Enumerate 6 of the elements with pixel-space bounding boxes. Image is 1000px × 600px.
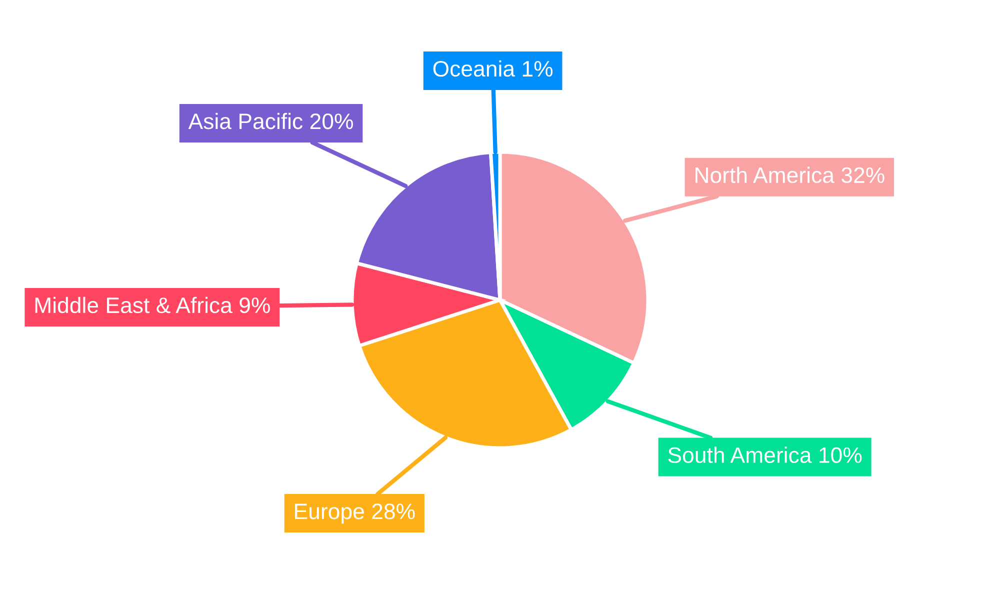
slice-label: South America 10% xyxy=(668,446,862,463)
slice-label: North America 32% xyxy=(696,166,884,184)
slice-label: Asia Pacific 20% xyxy=(188,112,353,130)
slice-label: Middle East & Africa 9% xyxy=(35,296,270,314)
slice-label: Europe 28% xyxy=(295,504,415,524)
slice-label: Oceania 1% xyxy=(433,60,553,77)
